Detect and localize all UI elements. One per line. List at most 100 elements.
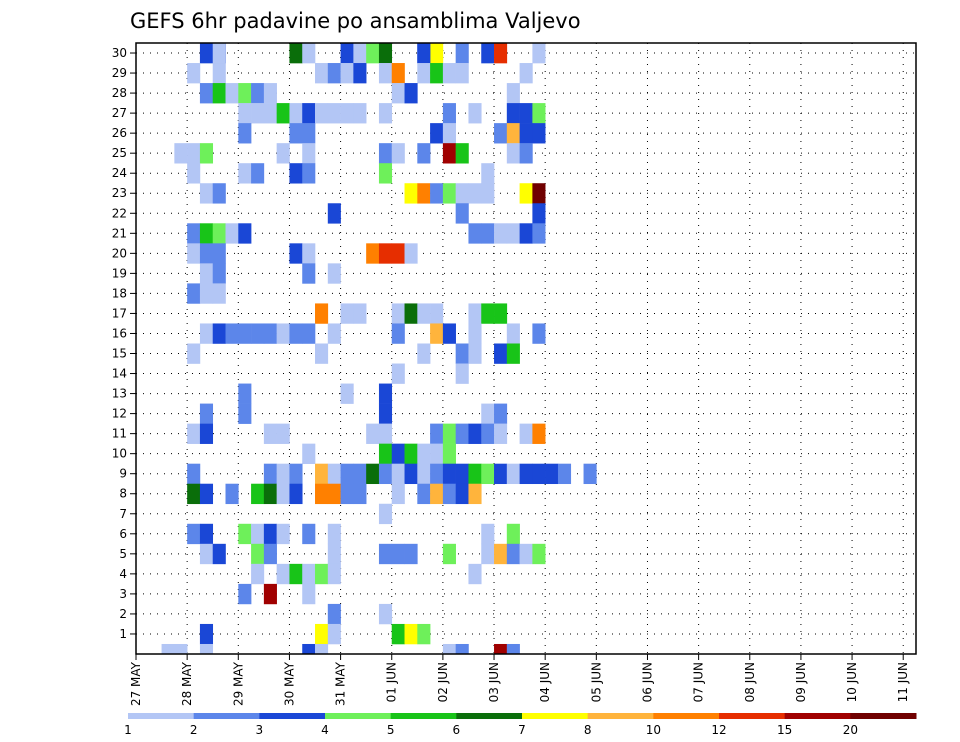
data-cell — [494, 343, 508, 364]
data-cell — [404, 303, 418, 324]
colorbar-label: 2 — [190, 723, 198, 737]
data-cell — [417, 623, 431, 645]
data-cell — [532, 203, 546, 224]
data-cell — [340, 63, 354, 84]
data-cell — [212, 223, 226, 244]
data-cell — [161, 643, 175, 655]
data-cell — [315, 483, 329, 505]
y-tick-label: 27 — [112, 106, 127, 120]
colorbar-swatch — [259, 713, 326, 719]
data-cell — [481, 523, 495, 545]
y-tick-label: 2 — [119, 607, 127, 621]
data-cell — [430, 323, 444, 344]
data-cell — [276, 103, 290, 124]
y-tick-label: 10 — [112, 447, 127, 461]
data-cell — [315, 63, 329, 84]
data-cell — [506, 463, 520, 485]
y-tick-label: 13 — [112, 387, 127, 401]
data-cell — [532, 123, 546, 144]
data-cell — [187, 283, 201, 304]
data-cell — [378, 103, 393, 124]
data-cell — [327, 203, 341, 224]
data-cell — [212, 83, 226, 104]
data-cell — [494, 43, 508, 64]
colorbar-swatch — [128, 713, 195, 719]
data-cell — [238, 83, 252, 104]
data-cell — [225, 483, 239, 505]
y-tick-label: 25 — [112, 146, 127, 160]
data-cell — [302, 563, 316, 585]
data-cell — [263, 423, 277, 444]
x-tick-label: 01 JUN — [385, 662, 399, 702]
data-cell — [506, 103, 520, 124]
data-cell — [391, 303, 405, 324]
data-cell — [251, 483, 265, 505]
data-cell — [417, 183, 431, 204]
data-cell — [199, 263, 214, 284]
data-cell — [199, 223, 214, 244]
data-cell — [417, 343, 431, 364]
y-tick-label: 24 — [112, 166, 127, 180]
data-cell — [506, 543, 520, 565]
data-cell — [506, 323, 520, 344]
data-cell — [455, 203, 469, 224]
data-cell — [187, 63, 201, 84]
x-tick-label: 28 MAY — [180, 661, 194, 706]
x-tick-label: 09 JUN — [794, 662, 808, 702]
colorbar-label: 1 — [124, 723, 132, 737]
data-cell — [455, 63, 469, 84]
x-tick-label: 10 JUN — [845, 662, 859, 702]
data-cell — [519, 223, 533, 244]
y-tick-label: 16 — [112, 326, 127, 340]
data-cell — [187, 163, 201, 184]
y-tick-label: 26 — [112, 126, 127, 140]
y-tick-label: 8 — [119, 487, 127, 501]
y-tick-label: 3 — [119, 587, 127, 601]
data-cell — [315, 303, 329, 324]
data-cell — [353, 103, 367, 124]
data-cell — [251, 523, 265, 545]
data-cell — [289, 243, 303, 264]
data-cell — [263, 543, 277, 565]
data-cell — [187, 523, 201, 545]
data-cell — [302, 123, 316, 144]
data-cell — [404, 83, 418, 104]
data-cell — [532, 543, 546, 565]
colorbar-swatch — [193, 713, 260, 719]
data-cell — [378, 543, 393, 565]
data-cell — [315, 343, 329, 364]
data-cell — [187, 463, 201, 485]
data-cell — [391, 363, 405, 384]
data-cell — [468, 463, 482, 485]
data-cell — [238, 583, 252, 605]
data-cell — [532, 223, 546, 244]
data-cell — [519, 183, 533, 204]
data-cell — [404, 463, 418, 485]
data-cell — [289, 43, 303, 64]
data-cell — [391, 443, 405, 464]
y-tick-label: 29 — [112, 66, 127, 80]
data-cell — [327, 623, 341, 645]
data-cell — [378, 423, 393, 444]
colorbar-swatch — [719, 713, 786, 719]
data-cell — [442, 543, 456, 565]
data-cell — [327, 563, 341, 585]
data-cell — [430, 183, 444, 204]
data-cell — [494, 123, 508, 144]
chart-title: GEFS 6hr padavine po ansamblima Valjevo — [130, 9, 581, 33]
data-cell — [494, 423, 508, 444]
data-cell — [289, 483, 303, 505]
data-cell — [481, 303, 495, 324]
data-cell — [353, 483, 367, 505]
data-cell — [532, 423, 546, 444]
data-cell — [302, 443, 316, 464]
x-tick-label: 04 JUN — [538, 662, 552, 702]
data-cell — [468, 323, 482, 344]
x-tick-label: 03 JUN — [487, 662, 501, 702]
data-cell — [417, 483, 431, 505]
data-cell — [494, 303, 508, 324]
data-cell — [506, 643, 520, 655]
data-cell — [199, 323, 214, 344]
data-cell — [199, 43, 214, 64]
data-cell — [199, 243, 214, 264]
